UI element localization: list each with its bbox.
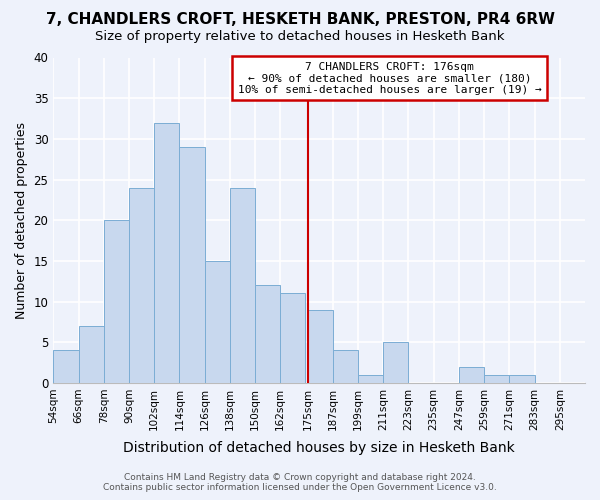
X-axis label: Distribution of detached houses by size in Hesketh Bank: Distribution of detached houses by size … xyxy=(123,441,515,455)
Text: 7, CHANDLERS CROFT, HESKETH BANK, PRESTON, PR4 6RW: 7, CHANDLERS CROFT, HESKETH BANK, PRESTO… xyxy=(46,12,554,28)
Bar xyxy=(179,147,205,383)
Y-axis label: Number of detached properties: Number of detached properties xyxy=(15,122,28,318)
Bar xyxy=(509,375,535,383)
Bar xyxy=(308,310,333,383)
Text: Size of property relative to detached houses in Hesketh Bank: Size of property relative to detached ho… xyxy=(95,30,505,43)
Bar xyxy=(459,366,484,383)
Bar xyxy=(154,122,179,383)
Bar xyxy=(79,326,104,383)
Bar xyxy=(280,294,305,383)
Text: 7 CHANDLERS CROFT: 176sqm
← 90% of detached houses are smaller (180)
10% of semi: 7 CHANDLERS CROFT: 176sqm ← 90% of detac… xyxy=(238,62,541,95)
Bar xyxy=(255,286,280,383)
Bar xyxy=(205,261,230,383)
Bar xyxy=(333,350,358,383)
Bar xyxy=(104,220,129,383)
Bar xyxy=(230,188,255,383)
Bar xyxy=(383,342,409,383)
Bar xyxy=(358,375,383,383)
Bar xyxy=(484,375,509,383)
Bar xyxy=(53,350,79,383)
Text: Contains HM Land Registry data © Crown copyright and database right 2024.
Contai: Contains HM Land Registry data © Crown c… xyxy=(103,473,497,492)
Bar xyxy=(129,188,154,383)
